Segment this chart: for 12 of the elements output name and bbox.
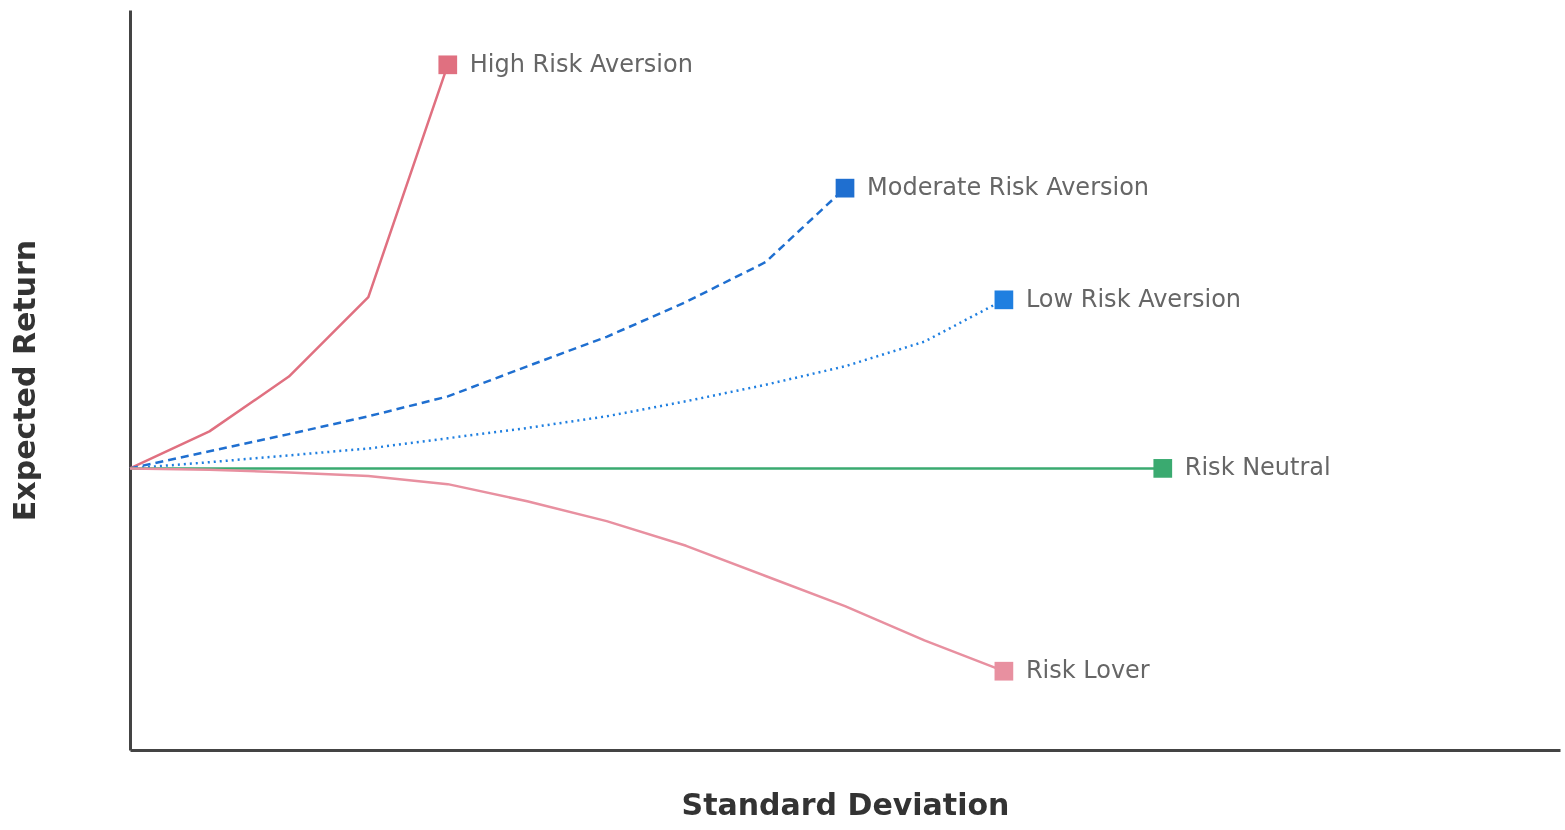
series-label: Risk Neutral (1184, 453, 1331, 482)
series-label: Low Risk Aversion (1025, 284, 1242, 313)
series-label: Moderate Risk Aversion (867, 173, 1150, 202)
point (438, 55, 458, 75)
series-label: High Risk Aversion (469, 49, 693, 78)
point (1153, 459, 1173, 478)
point (994, 661, 1014, 681)
y-axis-title: Expected Return (6, 239, 42, 522)
point (994, 290, 1014, 310)
x-axis-title: Standard Deviation (681, 786, 1010, 822)
point (835, 178, 855, 198)
series-label: Risk Lover (1025, 656, 1150, 685)
